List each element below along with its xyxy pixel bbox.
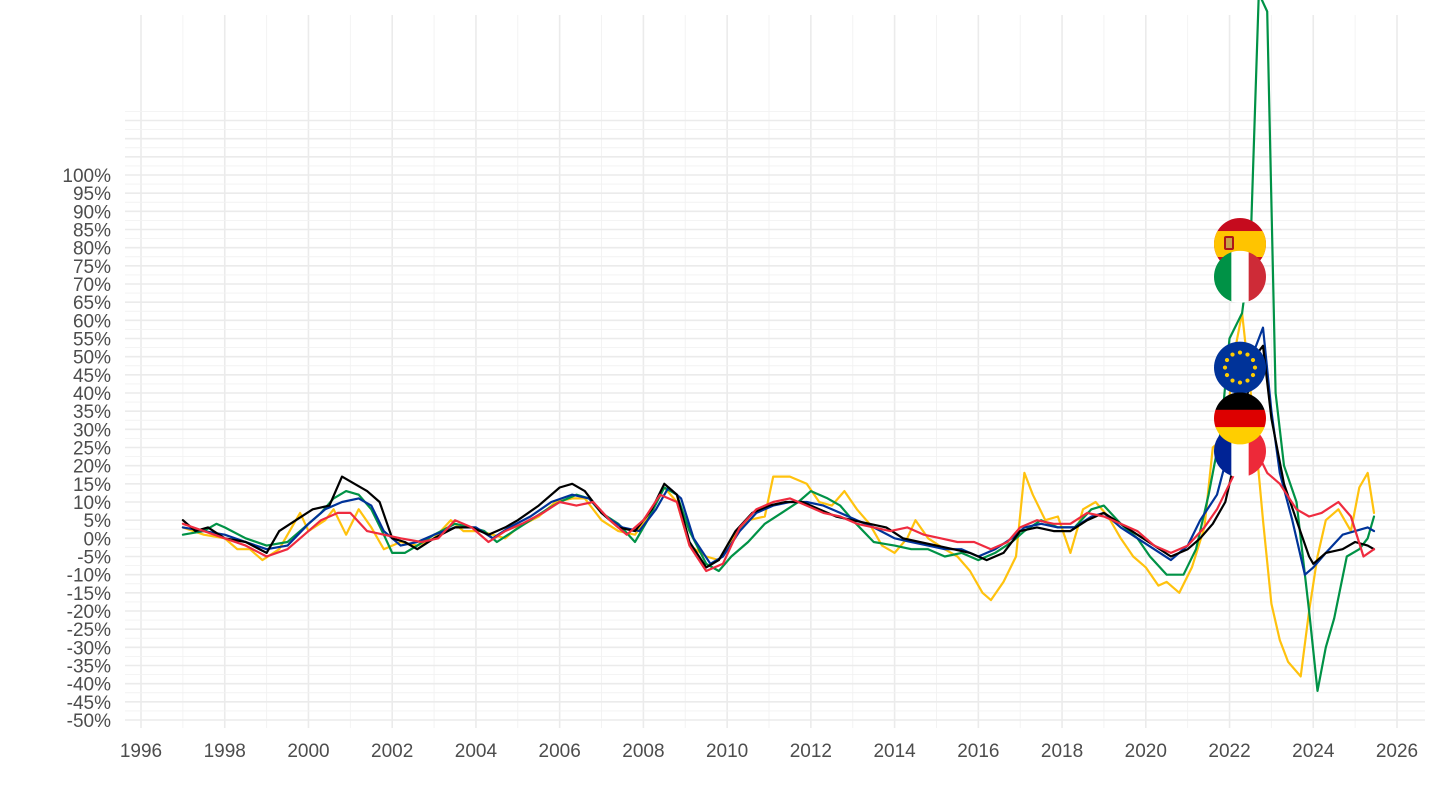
- y-tick-label: 15%: [73, 475, 111, 496]
- x-tick-label: 2012: [790, 741, 832, 762]
- y-tick-label: -5%: [77, 548, 111, 569]
- x-tick-label: 2010: [706, 741, 748, 762]
- x-tick-label: 2018: [1041, 741, 1083, 762]
- y-tick-label: -15%: [67, 584, 111, 605]
- y-tick-label: 50%: [73, 348, 111, 369]
- y-tick-label: 40%: [73, 384, 111, 405]
- y-tick-label: 80%: [73, 239, 111, 260]
- x-tick-label: 2020: [1125, 741, 1167, 762]
- x-tick-label: 2002: [371, 741, 413, 762]
- y-tick-label: -30%: [67, 638, 111, 659]
- italy-flag-icon: [1214, 250, 1266, 303]
- x-tick-label: 1996: [120, 741, 162, 762]
- y-tick-label: 45%: [73, 366, 111, 387]
- flag-markers: [1214, 218, 1266, 478]
- x-tick-label: 2026: [1376, 741, 1418, 762]
- y-tick-label: 5%: [84, 511, 112, 532]
- y-tick-label: 90%: [73, 202, 111, 223]
- x-tick-label: 2000: [287, 741, 329, 762]
- y-tick-label: -45%: [67, 693, 111, 714]
- y-tick-label: 35%: [73, 402, 111, 423]
- germany-flag-icon: [1214, 392, 1266, 445]
- x-tick-label: 2016: [957, 741, 999, 762]
- y-tick-label: -20%: [67, 602, 111, 623]
- x-tick-label: 2004: [455, 741, 498, 762]
- y-axis: 100%95%90%85%80%75%70%65%60%55%50%45%40%…: [62, 166, 111, 732]
- y-tick-label: -50%: [67, 711, 111, 732]
- y-tick-label: 0%: [84, 529, 112, 550]
- y-tick-label: 30%: [73, 420, 111, 441]
- x-axis: 1996 1998 2000 2002 2004 2006 2008 2010 2012 2014…: [120, 741, 1418, 762]
- series-line-2: [181, 0, 1376, 692]
- x-tick-label: 2022: [1208, 741, 1250, 762]
- y-tick-label: 10%: [73, 493, 111, 514]
- y-tick-label: 55%: [73, 330, 111, 351]
- y-tick-label: -25%: [67, 620, 111, 641]
- series-line-1: [181, 312, 1376, 678]
- y-tick-label: 100%: [62, 166, 111, 187]
- series-line-4: [181, 344, 1376, 569]
- eu-flag-icon: [1214, 341, 1266, 394]
- y-tick-label: 60%: [73, 311, 111, 332]
- series-line-5: [181, 446, 1376, 573]
- y-tick-label: 65%: [73, 293, 111, 314]
- y-tick-label: 95%: [73, 184, 111, 205]
- x-tick-label: 2024: [1292, 741, 1335, 762]
- y-tick-label: 20%: [73, 457, 111, 478]
- y-tick-label: -40%: [67, 675, 111, 696]
- chart-grid: [125, 15, 1425, 728]
- series-layer: [181, 0, 1376, 692]
- y-tick-label: 75%: [73, 257, 111, 278]
- x-tick-label: 2006: [539, 741, 581, 762]
- y-tick-label: -35%: [67, 657, 111, 678]
- x-tick-label: 2014: [873, 741, 916, 762]
- x-tick-label: 2008: [622, 741, 664, 762]
- y-tick-label: 70%: [73, 275, 111, 296]
- y-tick-label: 25%: [73, 439, 111, 460]
- x-tick-label: 1998: [204, 741, 246, 762]
- y-tick-label: -10%: [67, 566, 111, 587]
- y-tick-label: 85%: [73, 221, 111, 242]
